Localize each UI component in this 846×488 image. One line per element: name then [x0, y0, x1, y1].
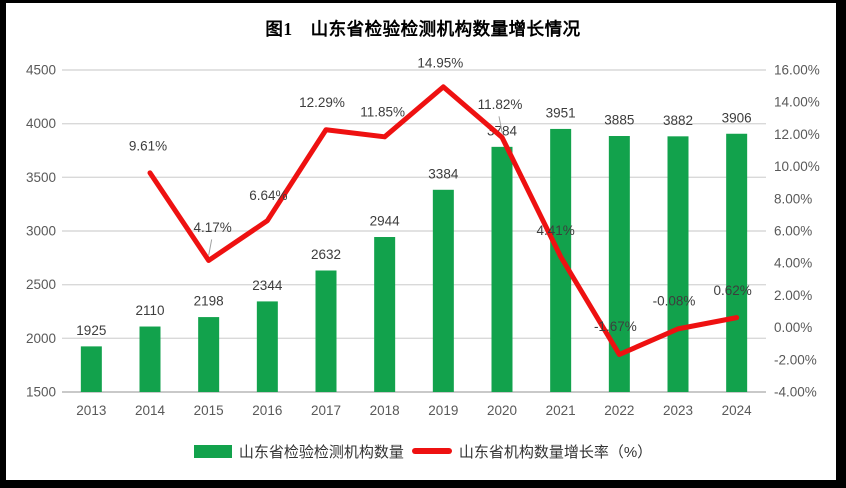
- right-axis-tick-14.00%: 14.00%: [774, 95, 820, 110]
- bar-label-2017: 2632: [311, 247, 341, 262]
- left-axis-tick-2500: 2500: [26, 277, 56, 292]
- bar-label-2014: 2110: [135, 303, 164, 318]
- right-axis-tick-4.00%: 4.00%: [774, 256, 812, 271]
- right-axis-tick-10.00%: 10.00%: [774, 159, 820, 174]
- growth-rate-label-2014: 9.61%: [129, 138, 167, 153]
- bar-2018: [374, 237, 396, 392]
- left-axis-tick-4500: 4500: [26, 63, 56, 78]
- combo-chart-plot: 4500 4000 3500 3000 2500 2000 1500 16.00% 14.00%…: [26, 55, 820, 418]
- bar-label-2016: 2344: [252, 278, 283, 293]
- right-axis-tick--4.00%: -4.00%: [774, 385, 817, 400]
- bar-label-2020: 3784: [487, 123, 518, 138]
- line-series-swatch: [411, 448, 452, 454]
- bar-label-2019: 3384: [428, 166, 459, 181]
- bar-label-2022: 3885: [604, 113, 634, 128]
- bar-label-2013: 1925: [76, 323, 106, 338]
- left-axis-tick-2000: 2000: [26, 331, 56, 346]
- growth-rate-label-2024: 0.62%: [714, 283, 752, 298]
- x-axis-label-2017: 2017: [311, 403, 341, 418]
- growth-rate-label-2021: 4.41%: [537, 223, 575, 238]
- legend-item-growth-rate: 山东省机构数量增长率（%）: [411, 441, 653, 462]
- chart-title: 图1 山东省检验检测机构数量增长情况: [265, 19, 581, 39]
- left-axis-tick-4000: 4000: [26, 116, 56, 131]
- growth-rate-label-2022: -1.67%: [594, 319, 637, 334]
- x-axis-label-2014: 2014: [135, 403, 166, 418]
- right-axis-tick-8.00%: 8.00%: [774, 191, 812, 206]
- right-axis-tick-0.00%: 0.00%: [774, 320, 812, 335]
- growth-rate-label-2019: 14.95%: [417, 55, 463, 70]
- bar-2016: [256, 301, 278, 392]
- left-axis-tick-3500: 3500: [26, 170, 56, 185]
- bar-label-2018: 2944: [370, 214, 401, 229]
- bar-2013: [80, 346, 102, 392]
- x-axis-label-2018: 2018: [370, 403, 400, 418]
- x-axis-label-2019: 2019: [428, 403, 458, 418]
- right-axis-tick-12.00%: 12.00%: [774, 127, 820, 142]
- bar-2022: [608, 136, 630, 392]
- legend-label-institution-count: 山东省检验检测机构数量: [238, 443, 404, 461]
- legend: 山东省检验检测机构数量 山东省机构数量增长率（%）: [0, 438, 846, 464]
- bar-2019: [432, 189, 454, 392]
- x-axis-label-2020: 2020: [487, 403, 517, 418]
- growth-rate-label-2016: 6.64%: [249, 188, 287, 203]
- right-axis-tick--2.00%: -2.00%: [774, 352, 817, 367]
- x-axis-label-2021: 2021: [546, 403, 576, 418]
- x-axis-label-2016: 2016: [252, 403, 282, 418]
- x-axis-label-2023: 2023: [663, 403, 693, 418]
- bar-2023: [667, 136, 689, 392]
- x-axis-label-2013: 2013: [76, 403, 106, 418]
- bar-label-2021: 3951: [546, 105, 576, 120]
- bar-label-2023: 3882: [663, 113, 693, 128]
- bar-2014: [139, 326, 161, 392]
- bar-label-2024: 3906: [722, 110, 752, 125]
- x-axis-label-2024: 2024: [722, 403, 753, 418]
- legend-label-growth-rate: 山东省机构数量增长率（%）: [458, 443, 653, 461]
- label-leader-2015: [208, 239, 213, 256]
- bar-2015: [198, 317, 220, 392]
- growth-rate-label-2020: 11.82%: [478, 97, 523, 112]
- legend-item-institution-count: 山东省检验检测机构数量: [193, 441, 404, 462]
- growth-rate-label-2015: 4.17%: [194, 220, 232, 235]
- right-axis-tick-2.00%: 2.00%: [774, 288, 812, 303]
- bar-2020: [491, 146, 513, 392]
- bar-series-swatch: [193, 444, 232, 458]
- x-axis-label-2022: 2022: [604, 403, 634, 418]
- right-axis-tick-6.00%: 6.00%: [774, 224, 812, 239]
- growth-rate-line: [147, 84, 740, 357]
- growth-rate-label-2017: 12.29%: [299, 95, 345, 110]
- bar-label-2015: 2198: [194, 294, 224, 309]
- right-axis-tick-16.00%: 16.00%: [774, 63, 820, 78]
- growth-rate-label-2018: 11.85%: [360, 104, 405, 119]
- left-axis-tick-1500: 1500: [26, 385, 56, 400]
- x-axis-label-2015: 2015: [194, 403, 224, 418]
- growth-rate-label-2023: -0.08%: [653, 293, 696, 308]
- label-leader-2020: [498, 116, 503, 133]
- left-axis-tick-3000: 3000: [26, 224, 56, 239]
- bar-2017: [315, 270, 337, 392]
- bar-2024: [726, 133, 748, 393]
